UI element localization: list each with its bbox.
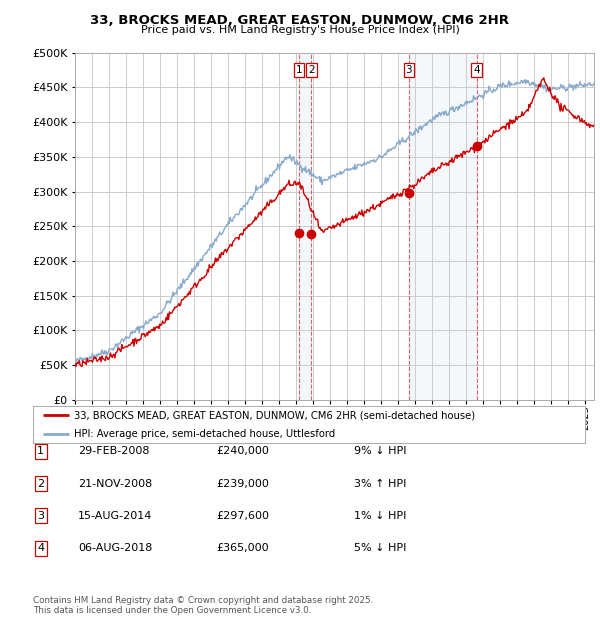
Bar (409, 53, 476, 400)
Text: 4: 4 (473, 65, 480, 75)
Text: 21-NOV-2008: 21-NOV-2008 (78, 479, 152, 489)
Text: 5% ↓ HPI: 5% ↓ HPI (354, 543, 406, 553)
Text: 33, BROCKS MEAD, GREAT EASTON, DUNMOW, CM6 2HR: 33, BROCKS MEAD, GREAT EASTON, DUNMOW, C… (91, 14, 509, 27)
Text: 29-FEB-2008: 29-FEB-2008 (78, 446, 149, 456)
Text: HPI: Average price, semi-detached house, Uttlesford: HPI: Average price, semi-detached house,… (74, 429, 335, 439)
Text: Contains HM Land Registry data © Crown copyright and database right 2025.
This d: Contains HM Land Registry data © Crown c… (33, 596, 373, 615)
Text: 33, BROCKS MEAD, GREAT EASTON, DUNMOW, CM6 2HR (semi-detached house): 33, BROCKS MEAD, GREAT EASTON, DUNMOW, C… (74, 410, 476, 420)
Text: 3% ↑ HPI: 3% ↑ HPI (354, 479, 406, 489)
Text: 06-AUG-2018: 06-AUG-2018 (78, 543, 152, 553)
Text: £239,000: £239,000 (216, 479, 269, 489)
Text: 3: 3 (406, 65, 412, 75)
Text: 1% ↓ HPI: 1% ↓ HPI (354, 511, 406, 521)
Text: 1: 1 (296, 65, 302, 75)
Text: 2: 2 (37, 479, 44, 489)
Bar (299, 53, 311, 400)
Text: 15-AUG-2014: 15-AUG-2014 (78, 511, 152, 521)
Text: £240,000: £240,000 (216, 446, 269, 456)
Text: 4: 4 (37, 543, 44, 553)
Text: 9% ↓ HPI: 9% ↓ HPI (354, 446, 407, 456)
Text: £297,600: £297,600 (216, 511, 269, 521)
Text: 2: 2 (308, 65, 314, 75)
Text: 3: 3 (37, 511, 44, 521)
Text: £365,000: £365,000 (216, 543, 269, 553)
Text: Price paid vs. HM Land Registry's House Price Index (HPI): Price paid vs. HM Land Registry's House … (140, 25, 460, 35)
Text: 1: 1 (37, 446, 44, 456)
